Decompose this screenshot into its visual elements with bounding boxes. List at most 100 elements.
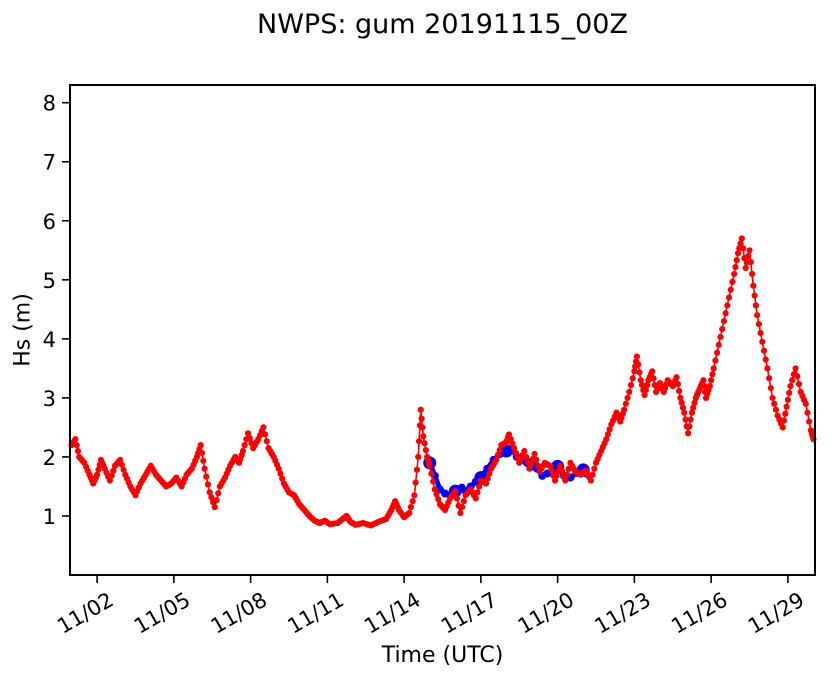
observation-point — [760, 347, 768, 354]
observation-point — [208, 494, 215, 501]
observation-point — [531, 450, 538, 458]
x-tick-label: 11/02 — [53, 588, 117, 639]
observation-point — [638, 382, 646, 389]
observation-point — [198, 449, 206, 457]
observation-point — [681, 409, 688, 416]
observation-point — [624, 394, 631, 401]
observation-point — [678, 399, 685, 406]
x-tick-label: 11/17 — [437, 588, 501, 639]
y-axis-label: Hs (m) — [10, 293, 36, 367]
observation-point — [679, 404, 687, 411]
observation-point — [748, 270, 756, 278]
y-tick-label: 2 — [43, 446, 56, 470]
observation-point — [691, 399, 698, 406]
x-tick-label: 11/08 — [207, 588, 271, 639]
observation-point — [755, 320, 762, 328]
observation-point — [715, 341, 722, 348]
observation-point — [262, 431, 269, 438]
observation-point — [213, 497, 220, 504]
observation-point — [415, 438, 423, 445]
observation-point — [782, 410, 789, 417]
observation-point — [420, 433, 427, 440]
observation-point — [709, 371, 716, 378]
observation-point — [769, 394, 776, 401]
observation-point — [690, 404, 697, 411]
observation-point — [627, 382, 635, 389]
observation-point — [493, 456, 500, 463]
observation-point — [677, 394, 684, 401]
observation-point — [203, 473, 210, 480]
observation-point — [215, 490, 222, 497]
observation-point — [725, 294, 733, 301]
observation-point — [636, 369, 643, 376]
observation-point — [751, 292, 758, 299]
observation-point — [644, 382, 651, 389]
observation-point — [453, 495, 461, 502]
observation-point — [786, 389, 793, 397]
observation-point — [73, 442, 80, 449]
observation-point — [526, 465, 533, 472]
y-tick-label: 7 — [43, 151, 56, 175]
observation-point — [747, 259, 754, 266]
observation-point — [197, 442, 204, 449]
observation-point — [724, 302, 731, 309]
observation-point — [754, 312, 761, 319]
observation-point — [742, 264, 749, 272]
y-tick-label: 8 — [43, 92, 56, 116]
observation-point — [415, 453, 422, 461]
observation-point — [641, 391, 648, 399]
observation-point — [712, 357, 719, 364]
observation-point — [650, 375, 657, 382]
observation-point — [430, 478, 437, 485]
observation-point — [626, 388, 633, 396]
observation-point — [752, 302, 760, 309]
observation-point — [629, 375, 636, 382]
observation-point — [419, 424, 426, 431]
observation-point — [433, 491, 440, 498]
observation-point — [277, 470, 284, 477]
observation-point — [631, 368, 638, 375]
observation-point — [792, 365, 799, 372]
observation-point — [417, 406, 424, 413]
observation-point — [701, 382, 708, 390]
observation-point — [621, 406, 628, 413]
observation-point — [435, 496, 442, 503]
observation-point — [428, 470, 435, 477]
observation-point — [521, 447, 528, 455]
observation-point — [551, 477, 559, 484]
observation-point — [589, 471, 596, 478]
observation-point — [512, 449, 519, 457]
y-tick-label: 1 — [43, 505, 56, 529]
observation-point — [738, 235, 745, 242]
observation-point — [688, 409, 696, 416]
observation-point — [472, 495, 479, 502]
observation-point — [562, 477, 569, 484]
observation-point — [95, 466, 102, 473]
observation-point — [708, 377, 715, 384]
observation-point — [762, 356, 769, 363]
axes-frame — [69, 84, 816, 576]
observation-point — [533, 456, 540, 463]
observation-point — [476, 483, 483, 490]
observation-point — [732, 263, 739, 271]
observation-point — [587, 477, 594, 484]
observation-point — [795, 381, 803, 388]
observation-point — [511, 444, 518, 452]
observation-point — [431, 486, 438, 493]
observation-point — [72, 436, 79, 443]
observation-point — [406, 509, 413, 517]
y-tick-label: 5 — [43, 269, 56, 293]
observation-point — [710, 365, 717, 372]
observation-point — [731, 270, 738, 278]
chart-title: NWPS: gum 20191115_00Z — [257, 9, 628, 40]
observation-point — [413, 466, 421, 473]
observation-point — [460, 498, 467, 505]
observation-point — [642, 386, 649, 394]
observation-point — [263, 438, 270, 445]
y-tick-label: 6 — [43, 210, 56, 234]
observation-point — [804, 409, 811, 416]
observation-point — [591, 465, 598, 472]
observation-point — [546, 462, 554, 469]
observation-point — [729, 278, 736, 285]
